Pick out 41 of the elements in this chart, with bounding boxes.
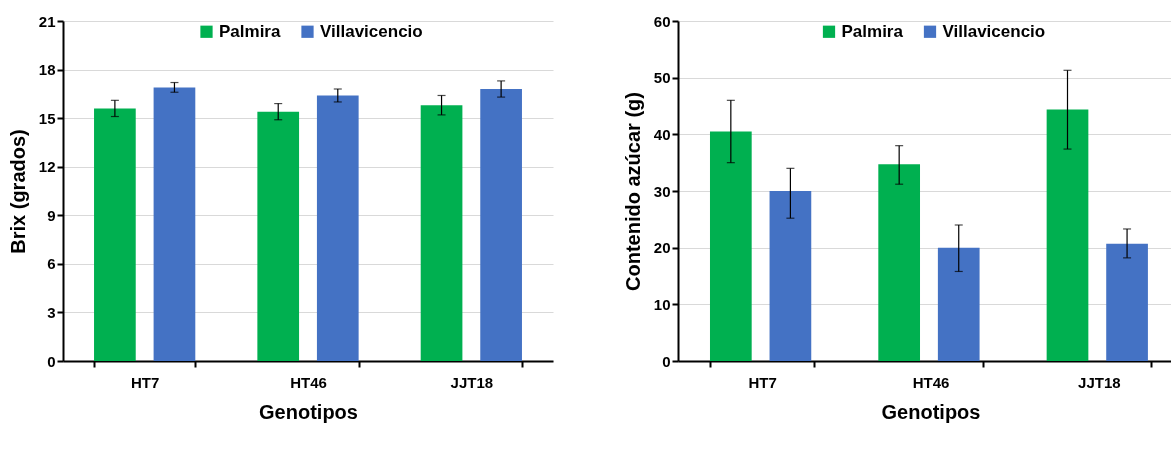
x-tick-label: HT46 bbox=[290, 373, 327, 391]
bar bbox=[94, 108, 136, 361]
bar bbox=[420, 105, 463, 361]
legend-label: Villavicencio bbox=[942, 21, 1046, 41]
legend-label: Villavicencio bbox=[320, 21, 423, 41]
y-tick-label: 10 bbox=[653, 295, 671, 313]
bar bbox=[316, 95, 359, 361]
bar bbox=[1046, 109, 1089, 361]
y-tick-label: 40 bbox=[653, 125, 671, 143]
y-tick-label: 3 bbox=[47, 303, 56, 321]
bar bbox=[153, 87, 196, 361]
y-tick-label: 0 bbox=[662, 352, 671, 370]
bar bbox=[878, 164, 921, 361]
x-tick-label: HT7 bbox=[130, 373, 160, 391]
y-tick-label: 12 bbox=[38, 158, 56, 176]
bar bbox=[937, 247, 980, 361]
x-tick-label: HT46 bbox=[912, 373, 950, 391]
legend-label: Palmira bbox=[219, 21, 281, 41]
y-tick-label: 0 bbox=[47, 352, 56, 370]
x-tick-label: JJT18 bbox=[1078, 373, 1121, 391]
bar bbox=[480, 89, 522, 361]
x-axis-title: Genotipos bbox=[259, 400, 358, 423]
y-tick-label: 6 bbox=[47, 255, 56, 273]
x-tick-label: JJT18 bbox=[450, 373, 494, 391]
bar bbox=[769, 191, 812, 361]
x-axis-title: Genotipos bbox=[881, 400, 981, 423]
y-tick-label: 15 bbox=[38, 109, 56, 127]
y-tick-label: 20 bbox=[653, 239, 671, 257]
y-tick-label: 9 bbox=[47, 206, 56, 224]
legend-label: Palmira bbox=[841, 21, 904, 41]
bar bbox=[257, 111, 300, 361]
y-tick-label: 50 bbox=[653, 69, 671, 87]
y-tick-label: 21 bbox=[38, 12, 56, 30]
y-axis-title: Contenido azúcar (g) bbox=[621, 92, 644, 291]
y-tick-label: 60 bbox=[653, 12, 671, 30]
x-tick-label: HT7 bbox=[748, 373, 777, 391]
y-axis-title: Brix (grados) bbox=[6, 129, 29, 254]
bar bbox=[1106, 243, 1148, 361]
y-tick-label: 18 bbox=[38, 61, 56, 79]
y-tick-label: 30 bbox=[653, 182, 671, 200]
bar bbox=[709, 131, 752, 361]
